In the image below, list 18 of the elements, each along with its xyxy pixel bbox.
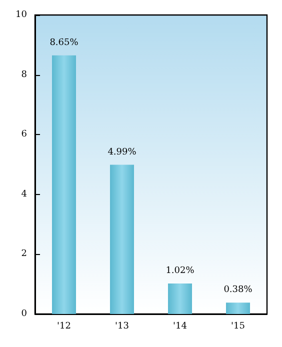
x-tick-label: '12 [57, 322, 71, 332]
bar [226, 302, 250, 314]
y-tick-label: 0 [21, 309, 28, 319]
y-tick-label: 2 [21, 249, 27, 260]
y-tick-label: 4 [21, 189, 28, 200]
y-tick-label: 6 [21, 130, 28, 140]
x-tick-label: '14 [173, 322, 188, 332]
bar [168, 284, 192, 314]
data-label: 8.65% [50, 38, 79, 48]
x-tick-label: '13 [115, 322, 130, 332]
x-tick-label: '15 [231, 322, 246, 332]
y-tick-label: 8 [21, 70, 28, 80]
data-label: 1.02% [166, 266, 195, 276]
data-label: 0.38% [224, 285, 253, 296]
data-label: 4.99% [108, 147, 137, 158]
y-tick-label: 10 [16, 10, 28, 20]
bar [110, 164, 134, 314]
bar [52, 55, 76, 314]
